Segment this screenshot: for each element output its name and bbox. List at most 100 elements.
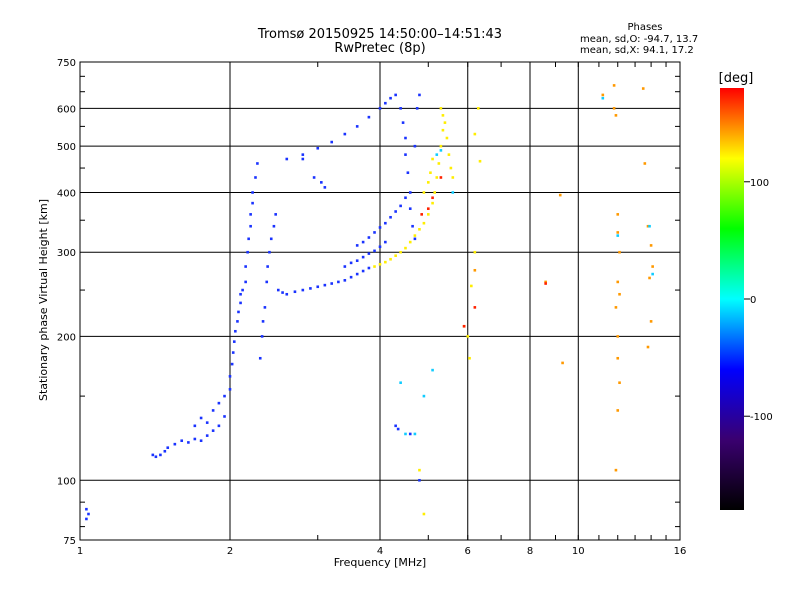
data-point: [223, 415, 226, 418]
data-point: [389, 257, 392, 261]
data-point: [349, 275, 353, 279]
data-point: [389, 96, 392, 100]
data-point: [301, 153, 305, 156]
data-point: [355, 272, 359, 276]
y-tick-label: 400: [57, 188, 76, 199]
data-point: [272, 224, 276, 228]
data-point: [413, 432, 417, 436]
data-points: [85, 84, 654, 521]
data-point: [544, 282, 547, 285]
chart-title: Tromsø 20150925 14:50:00–14:51:43: [257, 27, 502, 42]
data-point: [422, 512, 426, 516]
data-point: [435, 176, 439, 179]
data-point: [404, 153, 407, 156]
data-point: [431, 201, 434, 205]
data-point: [367, 236, 371, 239]
data-point: [211, 409, 215, 412]
data-point: [384, 101, 387, 105]
data-point: [439, 176, 443, 179]
data-point: [361, 255, 365, 259]
data-point: [616, 213, 620, 216]
data-point: [449, 166, 453, 170]
data-point: [612, 84, 616, 87]
data-point: [367, 266, 371, 270]
data-point: [649, 244, 653, 247]
data-point: [399, 107, 402, 110]
data-point: [193, 424, 197, 428]
data-point: [426, 207, 430, 210]
data-point: [211, 429, 215, 432]
data-point: [451, 176, 455, 179]
data-point: [231, 351, 235, 354]
data-point: [373, 249, 376, 253]
data-point: [473, 268, 477, 272]
data-point: [241, 288, 244, 292]
data-point: [413, 234, 417, 237]
x-axis-label: Frequency [MHz]: [334, 556, 426, 569]
data-point: [246, 250, 249, 254]
plot-area: 1 2 4 6 8 10 16 75 100 200 300 400 500 600 750: [57, 58, 686, 557]
data-point: [285, 292, 289, 296]
data-point: [618, 292, 621, 296]
data-point: [468, 356, 471, 360]
data-point: [443, 121, 447, 124]
data-point: [648, 224, 651, 228]
data-point: [378, 226, 382, 229]
colorbar-tick-label: 0: [750, 295, 756, 306]
grid-lines: [79, 62, 681, 540]
legend-line-x: mean, sd,X: 94.1, 17.2: [580, 45, 694, 56]
data-point: [470, 284, 473, 288]
data-point: [237, 310, 240, 314]
data-point: [293, 290, 297, 294]
x-tick-label: 2: [227, 546, 233, 557]
data-point: [445, 136, 449, 140]
data-point: [478, 159, 482, 163]
data-point: [408, 432, 412, 436]
data-point: [301, 157, 305, 161]
data-point: [323, 186, 327, 189]
data-point: [343, 132, 347, 136]
data-point: [413, 237, 417, 241]
y-tick-label: 500: [57, 142, 76, 153]
data-point: [87, 512, 90, 516]
data-point: [199, 439, 203, 443]
data-point: [316, 146, 320, 150]
data-point: [437, 162, 441, 165]
data-point: [447, 153, 451, 156]
data-point: [648, 276, 651, 280]
data-point: [378, 263, 382, 266]
data-point: [269, 237, 273, 241]
data-point: [614, 306, 618, 309]
data-point: [343, 279, 347, 282]
data-point: [285, 157, 289, 161]
data-point: [558, 193, 562, 197]
data-point: [601, 96, 605, 100]
data-point: [394, 424, 397, 428]
data-point: [399, 381, 402, 385]
data-point: [643, 162, 647, 165]
data-point: [323, 283, 327, 287]
data-point: [361, 240, 365, 244]
y-tick-label: 300: [57, 248, 76, 259]
data-point: [244, 280, 247, 284]
data-point: [429, 171, 432, 175]
data-point: [473, 132, 477, 136]
data-point: [404, 246, 407, 250]
data-point: [159, 453, 162, 457]
data-point: [649, 320, 653, 323]
data-point: [418, 478, 421, 482]
data-point: [408, 207, 412, 210]
data-point: [544, 280, 547, 284]
data-point: [230, 362, 234, 366]
data-point: [439, 144, 443, 148]
data-point: [239, 292, 242, 296]
data-point: [260, 335, 264, 338]
y-tick-labels: 75 100 200 300 400 500 600 750: [57, 58, 76, 547]
y-tick-label: 600: [57, 104, 76, 115]
data-point: [232, 340, 236, 343]
data-point: [422, 191, 426, 194]
data-point: [239, 301, 242, 305]
data-point: [561, 361, 564, 365]
data-point: [249, 213, 252, 216]
data-point: [618, 381, 621, 385]
